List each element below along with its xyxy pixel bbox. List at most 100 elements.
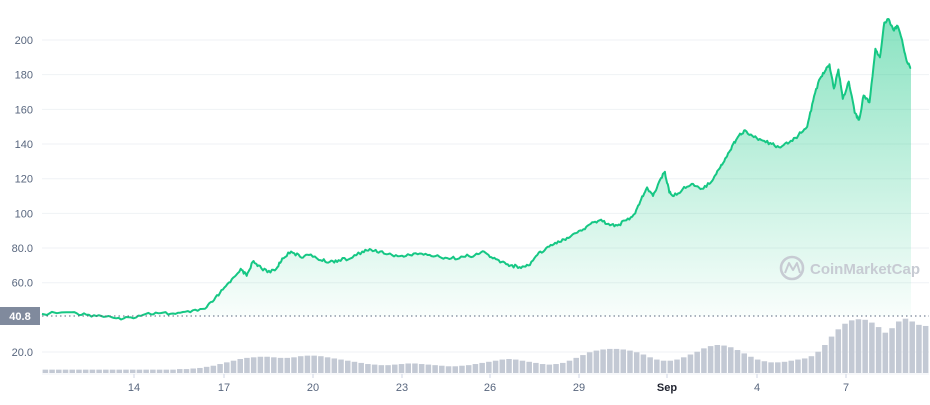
- volume-bar: [922, 325, 929, 373]
- volume-bar: [116, 369, 123, 373]
- volume-bar: [331, 358, 338, 373]
- volume-bar: [680, 357, 687, 373]
- price-line: [41, 18, 912, 321]
- volume-bar: [761, 361, 768, 373]
- volume-bar: [230, 360, 237, 373]
- volume-bar: [143, 369, 149, 373]
- volume-bar: [304, 355, 311, 373]
- volume-bar: [667, 360, 674, 373]
- volume-bar: [801, 358, 808, 373]
- volume-bar: [808, 356, 815, 373]
- volume-bar: [519, 360, 526, 373]
- volume-bar: [324, 357, 331, 373]
- volume-bar: [170, 369, 176, 373]
- x-tick-label: 29: [573, 382, 585, 394]
- volume-bar: [224, 362, 230, 373]
- volume-bar: [835, 329, 842, 373]
- volume-bar: [492, 360, 499, 373]
- x-tick-label: 17: [218, 382, 230, 394]
- coinmarketcap-logo-text: CoinMarketCap: [810, 261, 920, 278]
- volume-bar: [862, 319, 868, 373]
- volume-bar: [775, 362, 781, 373]
- volume-bar: [311, 355, 317, 373]
- volume-bar: [62, 369, 69, 373]
- x-tick-label: 4: [754, 382, 760, 394]
- volume-bar: [190, 368, 196, 373]
- volume-bar: [526, 361, 532, 373]
- volume-bar: [418, 364, 425, 373]
- volume-bar: [472, 364, 479, 373]
- volume-bar: [344, 360, 351, 373]
- volume-bar: [748, 356, 754, 373]
- volume-bar: [828, 336, 835, 373]
- gridlines: [42, 39, 929, 375]
- volume-bar: [714, 345, 721, 373]
- baseline-label: 40.8: [9, 311, 30, 323]
- volume-bar: [721, 345, 727, 373]
- volume-bar: [546, 364, 553, 373]
- volume-bar: [89, 369, 96, 373]
- y-tick-label: 100: [15, 208, 33, 220]
- volume-bar: [425, 364, 432, 373]
- x-tick-label: 26: [484, 382, 496, 394]
- volume-bar: [318, 356, 324, 373]
- volume-bar: [600, 349, 606, 373]
- volume-bar: [109, 369, 116, 373]
- volume-bar: [405, 363, 411, 373]
- volume-bar: [607, 348, 613, 373]
- volume-bar: [277, 357, 284, 373]
- volume-bar: [875, 327, 882, 373]
- x-tick-label: 20: [307, 382, 319, 394]
- volume-bar: [203, 366, 210, 373]
- volume-bar: [445, 366, 452, 373]
- volume-bar: [129, 369, 136, 373]
- volume-bar: [291, 357, 297, 373]
- volume-bar: [432, 365, 438, 373]
- volume-bar: [620, 349, 627, 373]
- y-tick-label: 200: [15, 35, 33, 47]
- volume-bar: [654, 359, 660, 373]
- volume-bar: [264, 356, 270, 373]
- baseline-label-bg: [0, 307, 40, 325]
- volume-bar: [741, 353, 747, 373]
- volume-bar: [96, 369, 102, 373]
- x-tick-label: 7: [843, 382, 849, 394]
- price-area-fill: [42, 19, 911, 320]
- volume-bar: [452, 366, 459, 373]
- volume-bar: [197, 367, 203, 373]
- volume-bar: [647, 357, 653, 373]
- volume-bar: [768, 362, 774, 373]
- volume-bar: [237, 359, 243, 373]
- volume-bar: [916, 324, 922, 373]
- volume-bar: [439, 365, 445, 373]
- x-tick-label: 23: [396, 382, 408, 394]
- volume-bar: [896, 321, 902, 373]
- volume-bar: [781, 361, 788, 373]
- volume-bar: [902, 318, 909, 373]
- volume-bar: [69, 369, 75, 373]
- volume-bar: [539, 364, 546, 373]
- volume-bar: [822, 345, 828, 373]
- coinmarketcap-logo-icon: [779, 255, 805, 281]
- volume-bar: [176, 369, 183, 373]
- volume-bar: [613, 348, 620, 373]
- x-tick-label: 14: [128, 382, 140, 394]
- volume-bar: [378, 365, 385, 373]
- volume-bar: [271, 357, 277, 373]
- volume-bar: [76, 369, 82, 373]
- price-area: [41, 18, 912, 321]
- volume-bar: [49, 369, 55, 373]
- volume-bar: [210, 365, 217, 373]
- x-tick-label: Sep: [657, 382, 677, 394]
- volume-bar: [701, 348, 707, 373]
- volume-bar: [351, 361, 358, 373]
- volume-bar: [848, 320, 855, 373]
- volume-bar: [580, 355, 586, 373]
- volume-bar: [694, 351, 700, 373]
- volume-bar: [56, 369, 62, 373]
- volume-bar: [707, 346, 714, 373]
- volume-bar: [257, 356, 264, 373]
- volume-bar: [909, 321, 915, 373]
